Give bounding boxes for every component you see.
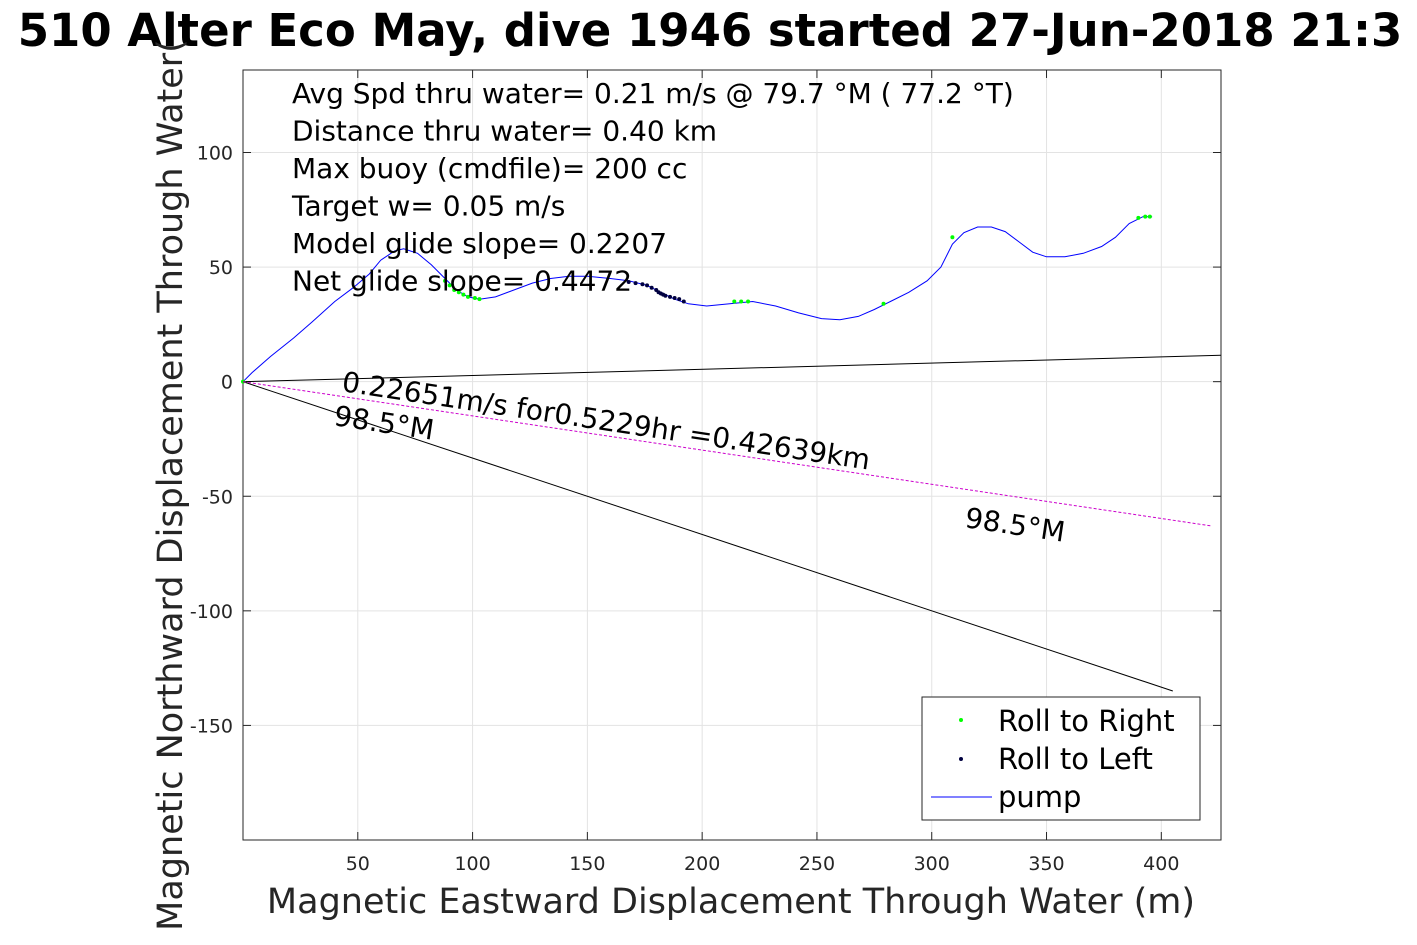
roll-to-right-point (456, 290, 461, 295)
legend-label-roll-right: Roll to Right (998, 704, 1175, 738)
stat-annotation: Max buoy (cmdfile)= 200 cc (292, 152, 687, 185)
roll-to-right-point (447, 283, 452, 288)
roll-to-right-point (461, 292, 466, 297)
reference-line (242, 381, 1212, 527)
roll-to-right-point (950, 235, 955, 240)
roll-to-left-point (672, 296, 677, 301)
stat-annotation: Model glide slope= 0.2207 (292, 227, 667, 260)
legend-swatch-roll-left (959, 757, 963, 761)
roll-to-left-point (677, 297, 682, 302)
stat-annotation: Target w= 0.05 m/s (291, 190, 565, 223)
pump-line (242, 216, 1153, 383)
roll-to-left-point (668, 294, 673, 299)
roll-to-right-point (732, 299, 737, 304)
x-axis-label: Magnetic Eastward Displacement Through W… (267, 882, 1195, 922)
legend-label-pump: pump (998, 780, 1081, 814)
legend: Roll to Right Roll to Left pump (921, 696, 1201, 821)
y-tick-label: -150 (190, 715, 233, 737)
grid-lines (243, 70, 1221, 840)
x-tick-label: 400 (1143, 853, 1179, 875)
roll-to-left-point (626, 279, 631, 284)
y-axis-label: Magnetic Northward Displacement Through … (151, 39, 191, 931)
heading-end-label: 98.5°M (963, 501, 1067, 548)
roll-to-left-point (645, 283, 650, 288)
line-labels: 0.22651m/s for0.5229hr =0.42639km 98.5°M… (332, 365, 1067, 548)
plot-area-frame (242, 69, 1222, 841)
legend-label-roll-left: Roll to Left (998, 742, 1153, 776)
roll-to-right-point (1147, 214, 1152, 219)
y-tick-label: -50 (202, 486, 233, 508)
x-tick-label: 300 (914, 853, 950, 875)
roll-to-right-point (465, 294, 470, 299)
roll-to-right-point (472, 296, 477, 301)
x-tick-label: 350 (1028, 853, 1064, 875)
roll-to-right-point (477, 297, 482, 302)
roll-to-right-point (739, 299, 744, 304)
x-tick-label: 50 (346, 853, 370, 875)
axis-ticks: 50 100 150 200 250 300 350 400 -150 -100 -50 0 50 100 (190, 70, 1221, 875)
roll-to-right-point (1143, 214, 1148, 219)
stat-annotation: Net glide slope= 0.4472 (292, 265, 632, 298)
x-tick-label: 200 (684, 853, 720, 875)
roll-to-right-point (452, 288, 457, 292)
roll-to-left-point (649, 285, 654, 290)
stats-annotations: Avg Spd thru water= 0.21 m/s @ 79.7 °M (… (291, 77, 1014, 298)
x-tick-label: 150 (569, 853, 605, 875)
series-layer (241, 214, 1222, 692)
reference-line (242, 354, 1222, 383)
legend-swatch-roll-right (959, 718, 963, 722)
roll-to-right-point (1136, 215, 1141, 220)
roll-to-right-point (443, 278, 448, 283)
roll-to-right-point (746, 299, 751, 304)
stat-annotation: Avg Spd thru water= 0.21 m/s @ 79.7 °M (… (292, 77, 1014, 110)
y-tick-label: 50 (209, 257, 233, 279)
x-tick-label: 100 (454, 853, 490, 875)
x-tick-label: 250 (799, 853, 835, 875)
chart-title: 510 Alter Eco May, dive 1946 started 27-… (18, 4, 1403, 57)
roll-to-left-point (633, 281, 638, 286)
stat-annotation: Distance thru water= 0.40 km (292, 115, 717, 148)
y-tick-label: 0 (221, 372, 233, 394)
roll-to-left-point (640, 282, 645, 287)
y-tick-label: -100 (190, 601, 233, 623)
roll-to-right-point (881, 301, 886, 306)
reference-line (242, 381, 1173, 692)
y-tick-label: 100 (197, 143, 233, 165)
legend-box (921, 696, 1201, 821)
roll-to-left-point (663, 293, 668, 298)
roll-to-left-point (681, 299, 686, 304)
